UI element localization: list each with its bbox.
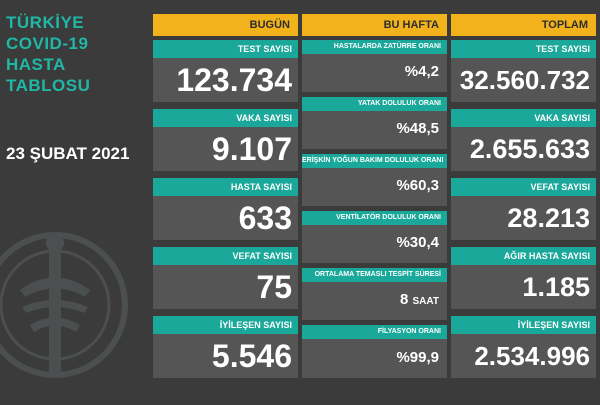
- stat-card-contact-detection-time: ORTALAMA TEMASLI TESPİT SÜRESİ 8 SAAT: [302, 268, 447, 320]
- stat-label: HASTALARDA ZATÜRRE ORANI: [302, 40, 447, 54]
- stat-card-recovered: İYİLEŞEN SAYISI 5.546: [153, 316, 298, 378]
- stat-card-bed-occupancy: YATAK DOLULUK ORANI %48,5: [302, 97, 447, 149]
- stat-value: %30,4: [396, 234, 439, 251]
- column-header-total: TOPLAM: [451, 14, 596, 36]
- column-header-today: BUGÜN: [153, 14, 298, 36]
- stat-card-deaths: VEFAT SAYISI 75: [153, 247, 298, 309]
- stat-label: YATAK DOLULUK ORANI: [302, 97, 447, 111]
- stat-card-cases: VAKA SAYISI 9.107: [153, 109, 298, 171]
- column-total: TOPLAM TEST SAYISI 32.560.732 VAKA SAYIS…: [451, 14, 596, 378]
- column-header-this-week: BU HAFTA: [302, 14, 447, 36]
- stat-label: VEFAT SAYISI: [153, 247, 298, 265]
- stat-card-total-tests: TEST SAYISI 32.560.732: [451, 40, 596, 102]
- stat-value: 123.734: [176, 62, 292, 98]
- stat-label: VAKA SAYISI: [451, 109, 596, 127]
- title-line-1: TÜRKİYE: [6, 13, 85, 32]
- stat-value: 2.655.633: [469, 134, 590, 164]
- report-date: 23 ŞUBAT 2021: [6, 144, 130, 163]
- stat-value: 28.213: [507, 203, 590, 233]
- stat-label: FİLYASYON ORANI: [302, 325, 447, 339]
- stat-label: AĞIR HASTA SAYISI: [451, 247, 596, 265]
- title-line-4: TABLOSU: [6, 76, 91, 95]
- stat-value: 8: [400, 291, 409, 308]
- page-title: TÜRKİYE COVID-19 HASTA TABLOSU: [6, 12, 116, 96]
- title-line-2: COVID-19: [6, 34, 89, 53]
- stat-card-total-recovered: İYİLEŞEN SAYISI 2.534.996: [451, 316, 596, 378]
- stat-label: İYİLEŞEN SAYISI: [153, 316, 298, 334]
- health-ministry-emblem-icon: [0, 232, 128, 378]
- stat-value-with-unit: 8 SAAT: [302, 282, 447, 320]
- stat-card-pneumonia-rate: HASTALARDA ZATÜRRE ORANI %4,2: [302, 40, 447, 92]
- stat-label: TEST SAYISI: [451, 40, 596, 58]
- stat-value: 2.534.996: [474, 341, 590, 371]
- stat-label: VAKA SAYISI: [153, 109, 298, 127]
- stat-label: ERİŞKİN YOĞUN BAKIM DOLULUK ORANI: [302, 154, 447, 168]
- stat-label: VEFAT SAYISI: [451, 178, 596, 196]
- stat-card-test: TEST SAYISI 123.734: [153, 40, 298, 102]
- stat-value: 32.560.732: [459, 65, 590, 95]
- stat-value: 9.107: [211, 131, 292, 167]
- stat-label: HASTA SAYISI: [153, 178, 298, 196]
- stat-card-patients: HASTA SAYISI 633: [153, 178, 298, 240]
- stat-value: %48,5: [396, 120, 439, 137]
- stat-value: 75: [256, 269, 292, 305]
- stat-value: 633: [238, 200, 292, 236]
- stat-card-icu-occupancy: ERİŞKİN YOĞUN BAKIM DOLULUK ORANI %60,3: [302, 154, 447, 206]
- stat-value: %99,9: [396, 349, 439, 366]
- stat-label: TEST SAYISI: [153, 40, 298, 58]
- stat-unit: SAAT: [412, 296, 439, 307]
- stat-label: İYİLEŞEN SAYISI: [451, 316, 596, 334]
- stat-card-total-deaths: VEFAT SAYISI 28.213: [451, 178, 596, 240]
- stat-card-severe-patients: AĞIR HASTA SAYISI 1.185: [451, 247, 596, 309]
- stat-value: 5.546: [211, 338, 292, 374]
- stat-card-ventilator-occupancy: VENTİLATÖR DOLULUK ORANI %30,4: [302, 211, 447, 263]
- stat-value: %60,3: [396, 177, 439, 194]
- stat-card-filiation-rate: FİLYASYON ORANI %99,9: [302, 325, 447, 378]
- column-this-week: BU HAFTA HASTALARDA ZATÜRRE ORANI %4,2 Y…: [302, 14, 447, 378]
- stat-label: ORTALAMA TEMASLI TESPİT SÜRESİ: [302, 268, 447, 282]
- title-line-3: HASTA: [6, 55, 66, 74]
- stat-value: %4,2: [404, 63, 439, 80]
- stat-value: 1.185: [522, 272, 590, 302]
- stat-label: VENTİLATÖR DOLULUK ORANI: [302, 211, 447, 225]
- stat-card-total-cases: VAKA SAYISI 2.655.633: [451, 109, 596, 171]
- column-today: BUGÜN TEST SAYISI 123.734 VAKA SAYISI 9.…: [153, 14, 298, 378]
